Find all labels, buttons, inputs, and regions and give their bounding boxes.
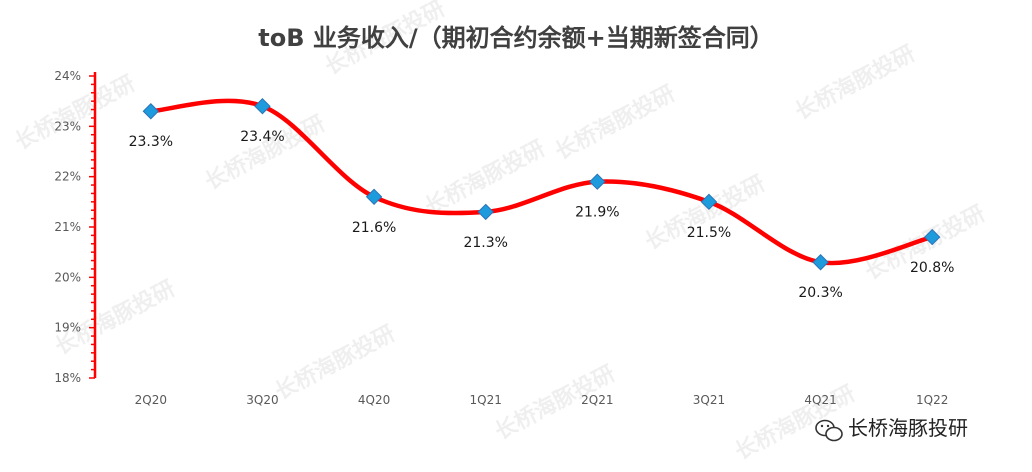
brand-text: 长桥海豚投研 [848, 416, 968, 440]
x-tick-label: 4Q20 [358, 393, 390, 407]
x-tick-label: 2Q20 [135, 393, 167, 407]
data-label: 20.3% [798, 285, 842, 301]
series-markers [142, 97, 941, 271]
x-tick-label: 1Q21 [470, 393, 502, 407]
chart-title: toB 业务收入/（期初合约余额+当期新签合同） [258, 24, 773, 52]
data-point-marker [812, 254, 829, 271]
data-label: 21.9% [575, 205, 619, 221]
x-tick-label: 3Q21 [693, 393, 725, 407]
data-labels: 23.3% 23.4% 21.6% 21.3% 21.9% 21.5% 20.3% 20.8% [129, 129, 955, 301]
y-axis [89, 72, 97, 379]
y-tick-label: 20% [54, 270, 81, 284]
data-label: 21.3% [463, 235, 507, 251]
x-tick-label: 2Q21 [581, 393, 613, 407]
x-tick-labels: 2Q20 3Q20 4Q20 1Q21 2Q21 3Q21 4Q21 1Q22 [135, 393, 949, 407]
watermark-text: 长桥海豚投研 [731, 380, 860, 465]
data-label: 21.5% [687, 225, 731, 241]
data-label: 23.3% [129, 134, 173, 150]
watermark-text: 长桥海豚投研 [641, 170, 770, 255]
y-tick-label: 18% [54, 371, 81, 385]
wechat-icon [815, 419, 843, 442]
data-point-marker [589, 173, 606, 190]
y-tick-label: 19% [54, 321, 81, 335]
data-point-marker [700, 193, 718, 211]
watermark-text: 长桥海豚投研 [11, 70, 140, 155]
y-tick-label: 21% [54, 220, 81, 234]
brand-badge: 长桥海豚投研 [815, 416, 968, 442]
x-tick-label: 4Q21 [804, 393, 836, 407]
y-tick-label: 22% [54, 170, 81, 184]
y-tick-label: 23% [54, 119, 81, 133]
watermark-text: 长桥海豚投研 [201, 110, 330, 195]
x-tick-label: 1Q22 [916, 393, 948, 407]
data-label: 23.4% [240, 129, 284, 145]
y-tick-label: 24% [54, 69, 81, 83]
data-point-marker [142, 103, 160, 120]
data-point-marker [923, 228, 941, 246]
watermark-text: 长桥海豚投研 [551, 80, 680, 165]
watermark-text: 长桥海豚投研 [791, 40, 920, 125]
data-point-marker [477, 203, 494, 221]
data-label: 20.8% [910, 260, 954, 276]
data-point-marker [365, 188, 383, 206]
y-tick-labels: 18% 19% 20% 21% 22% 23% 24% [54, 69, 81, 385]
series-line [148, 98, 935, 266]
watermark-text: 长桥海豚投研 [51, 275, 180, 360]
data-label: 21.6% [352, 220, 396, 236]
data-point-marker [254, 97, 271, 115]
x-tick-label: 3Q20 [246, 393, 278, 407]
